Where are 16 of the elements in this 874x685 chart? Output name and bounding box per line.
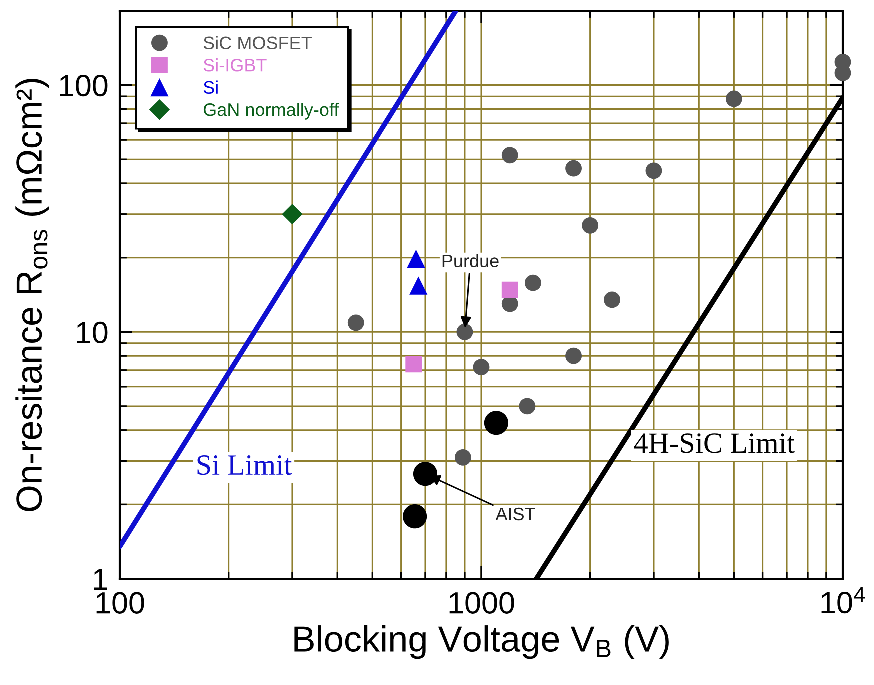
x-tick-label: 100	[96, 592, 144, 614]
annotation: AIST	[496, 508, 536, 521]
legend-label: GaN normally-off	[204, 103, 340, 120]
y-tick-label: 10	[77, 322, 108, 344]
legend-label: SiC MOSFET	[204, 36, 312, 50]
annotation: Purdue	[442, 254, 499, 268]
y-tick-label: 1	[94, 569, 108, 590]
annotation: Si Limit	[198, 456, 292, 476]
y-tick-label: 100	[60, 75, 108, 97]
x-tick-label: 1000	[450, 592, 514, 614]
annotation: 4H-SiC Limit	[634, 434, 795, 454]
x-axis-title: Blocking Voltage V$_{B}$ (V)	[294, 626, 669, 660]
y-axis-title: On-resitance R$_{ons}$ (mΩcm²)	[16, 79, 50, 512]
legend-label: Si-IGBT	[204, 58, 267, 72]
x-tick-label: 10$^{4}$	[822, 587, 866, 614]
legend-label: Si	[204, 80, 218, 94]
